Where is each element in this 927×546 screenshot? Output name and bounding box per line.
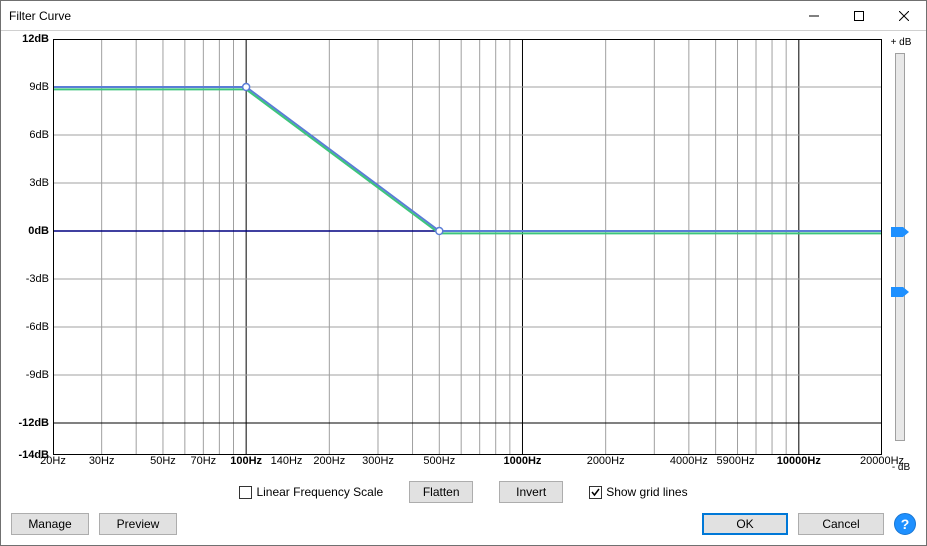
plot-area: 12dB9dB6dB3dB0dB-3dB-6dB-9dB-12dB-14dB 2… (11, 39, 916, 473)
x-tick-label: 1000Hz (504, 455, 542, 467)
checkbox-box (589, 486, 602, 499)
x-tick-label: 20Hz (40, 455, 66, 467)
window-title: Filter Curve (9, 9, 791, 23)
y-tick-label: 12dB (22, 33, 49, 45)
ok-button[interactable]: OK (702, 513, 788, 535)
slider-thumb-lower[interactable] (891, 287, 909, 297)
help-button[interactable]: ? (894, 513, 916, 535)
minimize-button[interactable] (791, 1, 836, 30)
x-tick-label: 300Hz (362, 455, 394, 467)
y-tick-label: 0dB (28, 225, 49, 237)
x-tick-label: 4000Hz (670, 455, 708, 467)
db-slider[interactable]: + dB - dB (886, 39, 916, 473)
x-tick-label: 2000Hz (587, 455, 625, 467)
linear-scale-label: Linear Frequency Scale (256, 485, 383, 499)
x-tick-label: 140Hz (271, 455, 303, 467)
y-tick-label: -6dB (26, 321, 49, 333)
y-tick-label: 9dB (29, 81, 49, 93)
show-grid-label: Show grid lines (606, 485, 687, 499)
flatten-button[interactable]: Flatten (409, 481, 473, 503)
y-tick-label: 3dB (29, 177, 49, 189)
preview-button[interactable]: Preview (99, 513, 177, 535)
x-tick-label: 50Hz (150, 455, 176, 467)
dialog-content: 12dB9dB6dB3dB0dB-3dB-6dB-9dB-12dB-14dB 2… (1, 31, 926, 545)
y-tick-label: -12dB (18, 417, 49, 429)
titlebar[interactable]: Filter Curve (1, 1, 926, 31)
y-axis: 12dB9dB6dB3dB0dB-3dB-6dB-9dB-12dB-14dB (11, 39, 53, 473)
x-tick-label: 200Hz (313, 455, 345, 467)
invert-button[interactable]: Invert (499, 481, 563, 503)
x-tick-label: 5900Hz (717, 455, 755, 467)
show-grid-checkbox[interactable]: Show grid lines (589, 485, 687, 499)
window-controls (791, 1, 926, 30)
checkbox-box (239, 486, 252, 499)
slider-label-top: + dB (886, 37, 916, 48)
slider-label-bottom: - dB (886, 462, 916, 473)
x-tick-label: 30Hz (89, 455, 115, 467)
cancel-button[interactable]: Cancel (798, 513, 884, 535)
slider-thumb-upper[interactable] (891, 227, 909, 237)
y-tick-label: 6dB (29, 129, 49, 141)
x-tick-label: 100Hz (230, 455, 262, 467)
x-axis: 20Hz30Hz50Hz70Hz100Hz140Hz200Hz300Hz500H… (53, 455, 882, 473)
manage-button[interactable]: Manage (11, 513, 89, 535)
x-tick-label: 500Hz (423, 455, 455, 467)
linear-scale-checkbox[interactable]: Linear Frequency Scale (239, 485, 383, 499)
y-tick-label: -3dB (26, 273, 49, 285)
x-tick-label: 70Hz (191, 455, 217, 467)
close-button[interactable] (881, 1, 926, 30)
slider-track[interactable] (895, 53, 905, 441)
options-row: Linear Frequency Scale Flatten Invert Sh… (11, 473, 916, 509)
eq-curve-chart[interactable]: 20Hz30Hz50Hz70Hz100Hz140Hz200Hz300Hz500H… (53, 39, 882, 473)
y-tick-label: -9dB (26, 369, 49, 381)
maximize-button[interactable] (836, 1, 881, 30)
filter-curve-dialog: Filter Curve 12dB 9dB 6dB 3dB 0dB -3dB -6dB -9d… (0, 0, 927, 546)
chart-border (53, 39, 882, 455)
bottom-button-row: Manage Preview OK Cancel ? (11, 509, 916, 535)
x-tick-label: 10000Hz (777, 455, 821, 467)
